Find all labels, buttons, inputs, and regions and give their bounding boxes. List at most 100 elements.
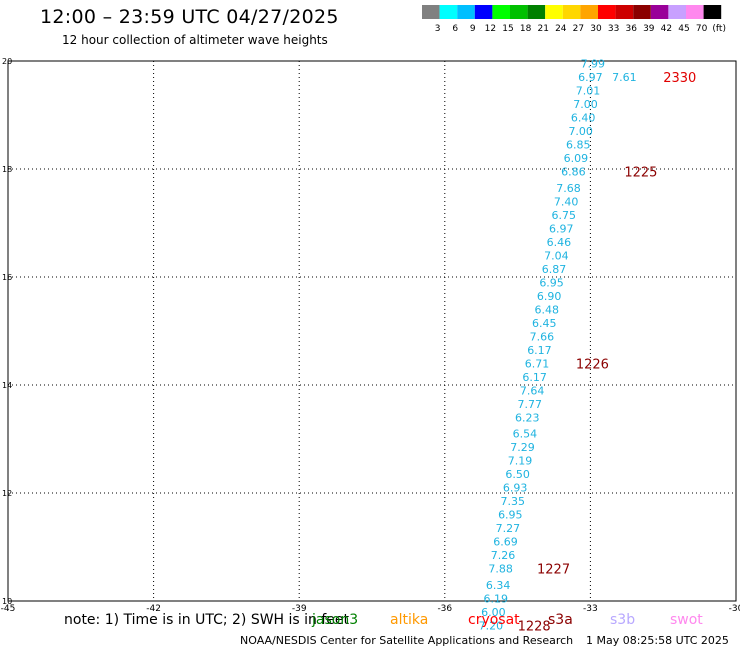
scale-label: 27 [573, 24, 584, 34]
wave-height-point: 7.27 [496, 522, 521, 535]
x-tick-label: -36 [437, 604, 452, 614]
wave-height-point: 7.35 [500, 495, 525, 508]
wave-height-point: 7.88 [488, 563, 513, 576]
pass-time-label: 1228 [518, 619, 551, 634]
wave-height-point: 6.87 [542, 263, 567, 276]
wave-height-point: 6.85 [566, 139, 591, 152]
scale-swatch [545, 5, 563, 19]
scale-label: 45 [678, 24, 689, 34]
x-tick-label: -33 [583, 604, 598, 614]
scale-swatch [492, 5, 510, 19]
y-tick-label: 20 [2, 57, 12, 66]
scale-label: 36 [625, 24, 637, 34]
wave-height-point: 6.34 [486, 579, 511, 592]
satellite-legend-jason3: jason3 [312, 612, 359, 628]
scale-label: 30 [590, 24, 602, 34]
wave-height-point: 6.00 [481, 606, 506, 619]
x-tick-label: -45 [1, 604, 16, 614]
credit-line: NOAA/NESDIS Center for Satellite Applica… [240, 634, 574, 647]
scale-swatch [598, 5, 616, 19]
wave-height-point: 7.77 [517, 398, 542, 411]
wave-height-point: 6.75 [551, 209, 576, 222]
footer-note: note: 1) Time is in UTC; 2) SWH is in fe… [64, 612, 350, 628]
wave-height-point: 6.95 [539, 276, 564, 289]
scale-swatch [422, 5, 440, 19]
chart-subtitle: 12 hour collection of altimeter wave hei… [62, 33, 328, 47]
color-scale-legend: 3 6 9 12 15 18 21 24 27 30 33 36 39 42 45 70 (ft) [422, 5, 726, 34]
wave-height-point: 6.50 [505, 468, 530, 481]
wave-height-point: 6.09 [564, 152, 589, 165]
scale-label: 39 [643, 24, 655, 34]
y-tick-label: 10 [2, 597, 12, 606]
wave-height-point: 6.45 [532, 317, 557, 330]
wave-height-point: 6.23 [515, 411, 540, 424]
wave-height-point: 6.97 [578, 71, 603, 84]
scale-label: 33 [608, 24, 619, 34]
scale-swatch [457, 5, 475, 19]
wave-height-point: 6.46 [547, 236, 572, 249]
wave-height-point: 7.64 [520, 384, 545, 397]
wave-height-point: 6.71 [525, 357, 550, 370]
wave-height-point: 6.48 [534, 303, 559, 316]
satellite-legend-altika: altika [390, 612, 429, 628]
scale-label: 42 [661, 24, 672, 34]
y-tick-label: 18 [2, 165, 12, 174]
satellite-legend-s3a: s3a [548, 612, 573, 628]
scale-label: 70 [696, 24, 708, 34]
wave-height-point: 7.61 [612, 71, 637, 84]
wave-height-point: 7.01 [576, 85, 601, 98]
wave-height-point: 7.20 [479, 619, 504, 632]
generated-timestamp: 1 May 08:25:58 UTC 2025 [586, 634, 729, 647]
wave-height-point: 7.19 [508, 455, 533, 468]
x-tick-label: -42 [146, 604, 161, 614]
wave-height-point: 7.66 [530, 330, 555, 343]
plot-frame [7, 60, 737, 602]
wave-height-point: 6.93 [503, 482, 528, 495]
pass-time-label: 1226 [576, 357, 609, 372]
x-tick-label: -30 [729, 604, 740, 614]
wave-height-point: 7.99 [581, 58, 606, 71]
scale-label: 15 [502, 24, 513, 34]
wave-height-point: 6.19 [484, 592, 509, 605]
wave-height-point: 6.40 [571, 112, 596, 125]
satellite-legend-s3b: s3b [610, 612, 636, 628]
wave-height-point: 7.68 [556, 182, 581, 195]
scale-label: 6 [452, 24, 458, 34]
scale-swatch [580, 5, 598, 19]
scale-swatch [527, 5, 546, 19]
scale-swatch [439, 5, 458, 19]
chart-title: 12:00 – 23:59 UTC 04/27/2025 [40, 6, 339, 28]
scale-label: 3 [435, 24, 441, 34]
scale-swatch [686, 5, 704, 19]
wave-height-point: 6.69 [493, 536, 518, 549]
scale-swatch [562, 5, 581, 19]
satellite-legend-cryosat: cryosat [468, 612, 520, 628]
x-tick-label: -39 [292, 604, 307, 614]
wave-height-point: 6.97 [549, 222, 574, 235]
wave-height-point: 7.00 [568, 125, 593, 138]
wave-height-point: 6.54 [513, 428, 538, 441]
wave-height-point: 6.95 [498, 509, 523, 522]
wave-height-point: 7.00 [573, 98, 598, 111]
satellite-legend-swot: swot [670, 612, 703, 628]
scale-label: 9 [470, 24, 476, 34]
scale-swatch [668, 5, 686, 19]
scale-label: (ft) [712, 24, 726, 34]
scale-label: 24 [555, 24, 567, 34]
scale-swatch [615, 5, 634, 19]
wave-height-point: 6.86 [561, 166, 586, 179]
scale-label: 12 [485, 24, 496, 34]
wave-height-point: 7.04 [544, 249, 569, 262]
y-tick-label: 12 [2, 489, 12, 498]
scale-label: 21 [537, 24, 548, 34]
scale-swatch [474, 5, 493, 19]
wave-height-point: 7.29 [510, 441, 535, 454]
y-tick-label: 14 [2, 381, 12, 390]
scale-swatch [510, 5, 528, 19]
y-tick-label: 16 [2, 273, 12, 282]
pass-time-label: 1227 [537, 563, 570, 578]
pass-time-label: 2330 [663, 71, 696, 86]
scale-swatch [650, 5, 669, 19]
scale-label: 18 [520, 24, 532, 34]
wave-height-point: 6.17 [522, 371, 547, 384]
